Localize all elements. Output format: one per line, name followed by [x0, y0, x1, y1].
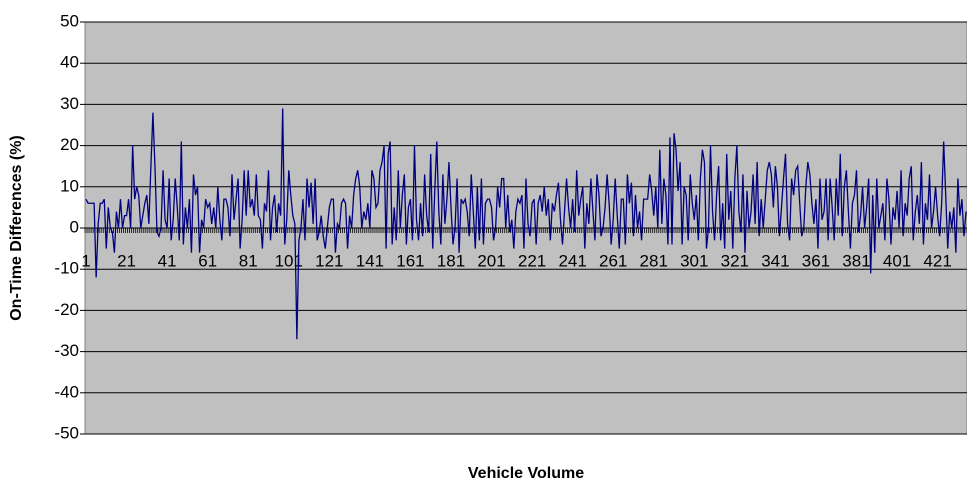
y-tick-label: 10: [60, 176, 79, 195]
x-tick-label: 21: [117, 251, 136, 270]
x-tick-label: 261: [599, 251, 627, 270]
x-tick-label: 81: [239, 251, 258, 270]
y-axis-title: On-Time Differences (%): [8, 135, 25, 321]
y-tick-label: -40: [54, 382, 79, 401]
x-tick-label: 181: [437, 251, 465, 270]
y-tick-label: -10: [54, 259, 79, 278]
y-tick-label: 50: [60, 11, 79, 30]
y-tick-label: -30: [54, 341, 79, 360]
y-tick-label: 0: [70, 217, 79, 236]
x-tick-label: 381: [842, 251, 870, 270]
x-tick-label: 401: [883, 251, 911, 270]
x-tick-label: 141: [356, 251, 384, 270]
y-tick-label: -50: [54, 423, 79, 442]
x-tick-label: 221: [518, 251, 546, 270]
x-tick-label: 201: [477, 251, 505, 270]
y-tick-label: -20: [54, 300, 79, 319]
x-tick-label: 341: [761, 251, 789, 270]
y-tick-label: 20: [60, 135, 79, 154]
x-tick-label: 61: [198, 251, 217, 270]
data-line: [85, 108, 967, 340]
x-tick-label: 361: [802, 251, 830, 270]
x-tick-label: 241: [558, 251, 586, 270]
x-tick-label: 421: [923, 251, 951, 270]
x-tick-label: 41: [158, 251, 177, 270]
x-axis-title: Vehicle Volume: [468, 465, 584, 482]
x-tick-label: 321: [721, 251, 749, 270]
x-tick-label: 1: [81, 251, 90, 270]
x-tick-label: 301: [680, 251, 708, 270]
x-tick-label: 281: [640, 251, 668, 270]
x-tick-label: 121: [315, 251, 343, 270]
y-tick-label: 40: [60, 53, 79, 72]
x-tick-label: 161: [396, 251, 424, 270]
y-tick-label: 30: [60, 94, 79, 113]
